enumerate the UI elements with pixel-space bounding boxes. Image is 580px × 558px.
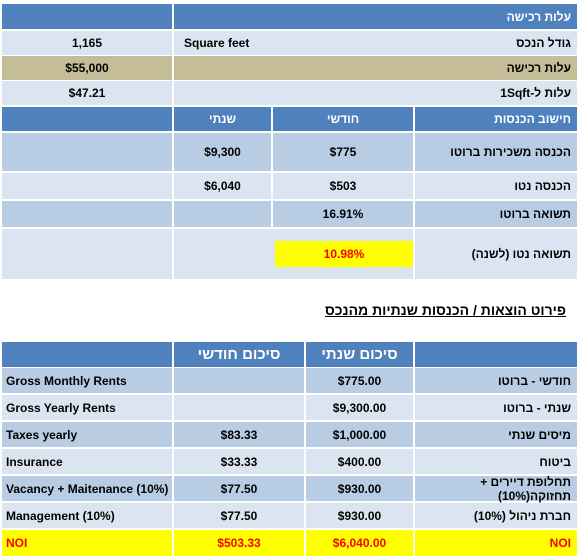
property-size-label: גודל הנכס — [516, 36, 571, 50]
income-header-blank — [2, 107, 172, 131]
row-yearly-value: $400.00 — [306, 449, 413, 474]
gross-rent-monthly: $775 — [273, 133, 413, 171]
cost-per-sqft-row: $47.21 עלות ל-1Sqft — [0, 81, 580, 105]
net-return-row: 10.98% תשואה נטו (לשנה) — [0, 229, 580, 279]
table-row: Taxes yearly $83.33 $1,000.00 מיסים שנתי — [0, 422, 580, 447]
row-monthly-value: $83.33 — [174, 422, 304, 447]
row-label-he: ביטוח — [415, 449, 577, 474]
row-label-he: שנתי - ברוטו — [415, 395, 577, 420]
gross-rent-row: $9,300 $775 הכנסה משכירות ברוטו — [0, 133, 580, 171]
table-row: Insurance $33.33 $400.00 ביטוח — [0, 449, 580, 474]
row-yearly-value: $930.00 — [306, 503, 413, 528]
property-size-unit: Square feet — [184, 36, 250, 50]
gross-return-label: תשואה ברוטו — [415, 201, 577, 227]
row-label-en: Gross Yearly Rents — [2, 395, 172, 420]
row-yearly-value: $775.00 — [306, 368, 413, 393]
row-label-en: Taxes yearly — [2, 422, 172, 447]
row-label-he: מיסים שנתי — [415, 422, 577, 447]
row-monthly-value: $77.50 — [174, 503, 304, 528]
net-return-label: תשואה נטו (לשנה) — [415, 229, 577, 279]
gross-rent-yearly: $9,300 — [174, 133, 271, 171]
income-calc-header-row: שנתי חודשי חישוב הכנסות — [0, 107, 580, 131]
table-row: Management (10%) $77.50 $930.00 חברת ניהול … — [0, 503, 580, 528]
cost-per-sqft-value: $47.21 — [2, 81, 172, 105]
net-return-value-cell: 10.98% — [174, 229, 413, 279]
row-label-en: Vacancy + Maitenance (10%) — [2, 476, 172, 501]
yearly-summary-header: סיכום שנתי — [306, 342, 413, 367]
net-income-blank — [2, 173, 172, 199]
summary-header-row: סיכום חודשי סיכום שנתי — [0, 342, 580, 367]
noi-monthly: $503.33 — [174, 530, 304, 556]
row-yearly-value: $1,000.00 — [306, 422, 413, 447]
row-yearly-value: $930.00 — [306, 476, 413, 501]
purchase-cost-header: עלות רכישה — [174, 4, 577, 29]
noi-row: NOI $503.33 $6,040.00 NOI — [0, 530, 580, 556]
net-income-monthly: $503 — [273, 173, 413, 199]
income-header-label: חישוב הכנסות — [415, 107, 577, 131]
summary-header-blank — [2, 342, 172, 367]
table-row: Gross Yearly Rents $9,300.00 שנתי - ברוטו — [0, 395, 580, 420]
purchase-cost-value: $55,000 — [2, 56, 172, 80]
purchase-cost-label: עלות רכישה — [174, 56, 577, 80]
property-size-value: 1,165 — [2, 31, 172, 55]
purchase-cost-header-row: עלות רכישה — [0, 4, 580, 29]
row-monthly-value — [174, 395, 304, 420]
gross-rent-label: הכנסה משכירות ברוטו — [415, 133, 577, 171]
property-size-label-cell: Square feet גודל הנכס — [174, 31, 577, 55]
noi-label-en: NOI — [2, 530, 172, 556]
section-title: פירוט הוצאות / הכנסות שנתיות מהנכס — [325, 302, 566, 318]
cost-per-sqft-label: עלות ל-1Sqft — [174, 81, 577, 105]
row-monthly-value: $77.50 — [174, 476, 304, 501]
row-label-he: חודשי - ברוטו — [415, 368, 577, 393]
gross-return-row: 16.91% תשואה ברוטו — [0, 201, 580, 227]
income-header-yearly: שנתי — [174, 107, 271, 131]
net-income-label: הכנסה נטו — [415, 173, 577, 199]
row-yearly-value: $9,300.00 — [306, 395, 413, 420]
row-label-he: חברת ניהול (10%) — [415, 503, 577, 528]
net-income-yearly: $6,040 — [174, 173, 271, 199]
noi-yearly: $6,040.00 — [306, 530, 413, 556]
row-monthly-value — [174, 368, 304, 393]
gross-return-value: 16.91% — [273, 201, 413, 227]
net-return-blank-1 — [2, 229, 172, 279]
row-label-en: Gross Monthly Rents — [2, 368, 172, 393]
purchase-cost-row: $55,000 עלות רכישה — [0, 56, 580, 80]
row-monthly-value: $33.33 — [174, 449, 304, 474]
row-label-he: תחלופת דיירים + תחזוקה(10%) — [415, 475, 577, 503]
table-row: Gross Monthly Rents $775.00 חודשי - ברוטו — [0, 368, 580, 393]
net-return-value: 10.98% — [275, 241, 413, 267]
gross-rent-blank — [2, 133, 172, 171]
monthly-summary-header: סיכום חודשי — [174, 342, 304, 367]
table-row: Vacancy + Maitenance (10%) $77.50 $930.00 ת… — [0, 475, 580, 503]
noi-label-he: NOI — [415, 530, 577, 556]
summary-header-blank-right — [415, 342, 577, 367]
net-income-row: $6,040 $503 הכנסה נטו — [0, 173, 580, 199]
property-size-row: 1,165 Square feet גודל הנכס — [0, 31, 580, 55]
row-label-en: Management (10%) — [2, 503, 172, 528]
header-blank-cell — [2, 4, 172, 29]
gross-return-blank-1 — [2, 201, 172, 227]
row-label-en: Insurance — [2, 449, 172, 474]
gross-return-blank-2 — [174, 201, 271, 227]
income-header-monthly: חודשי — [273, 107, 413, 131]
